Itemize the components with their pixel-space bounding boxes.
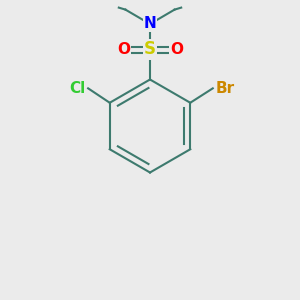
Text: N: N [144,16,156,32]
Text: O: O [117,42,130,57]
Text: Cl: Cl [70,81,86,96]
Text: O: O [170,42,183,57]
Text: Br: Br [215,81,234,96]
Text: S: S [144,40,156,58]
